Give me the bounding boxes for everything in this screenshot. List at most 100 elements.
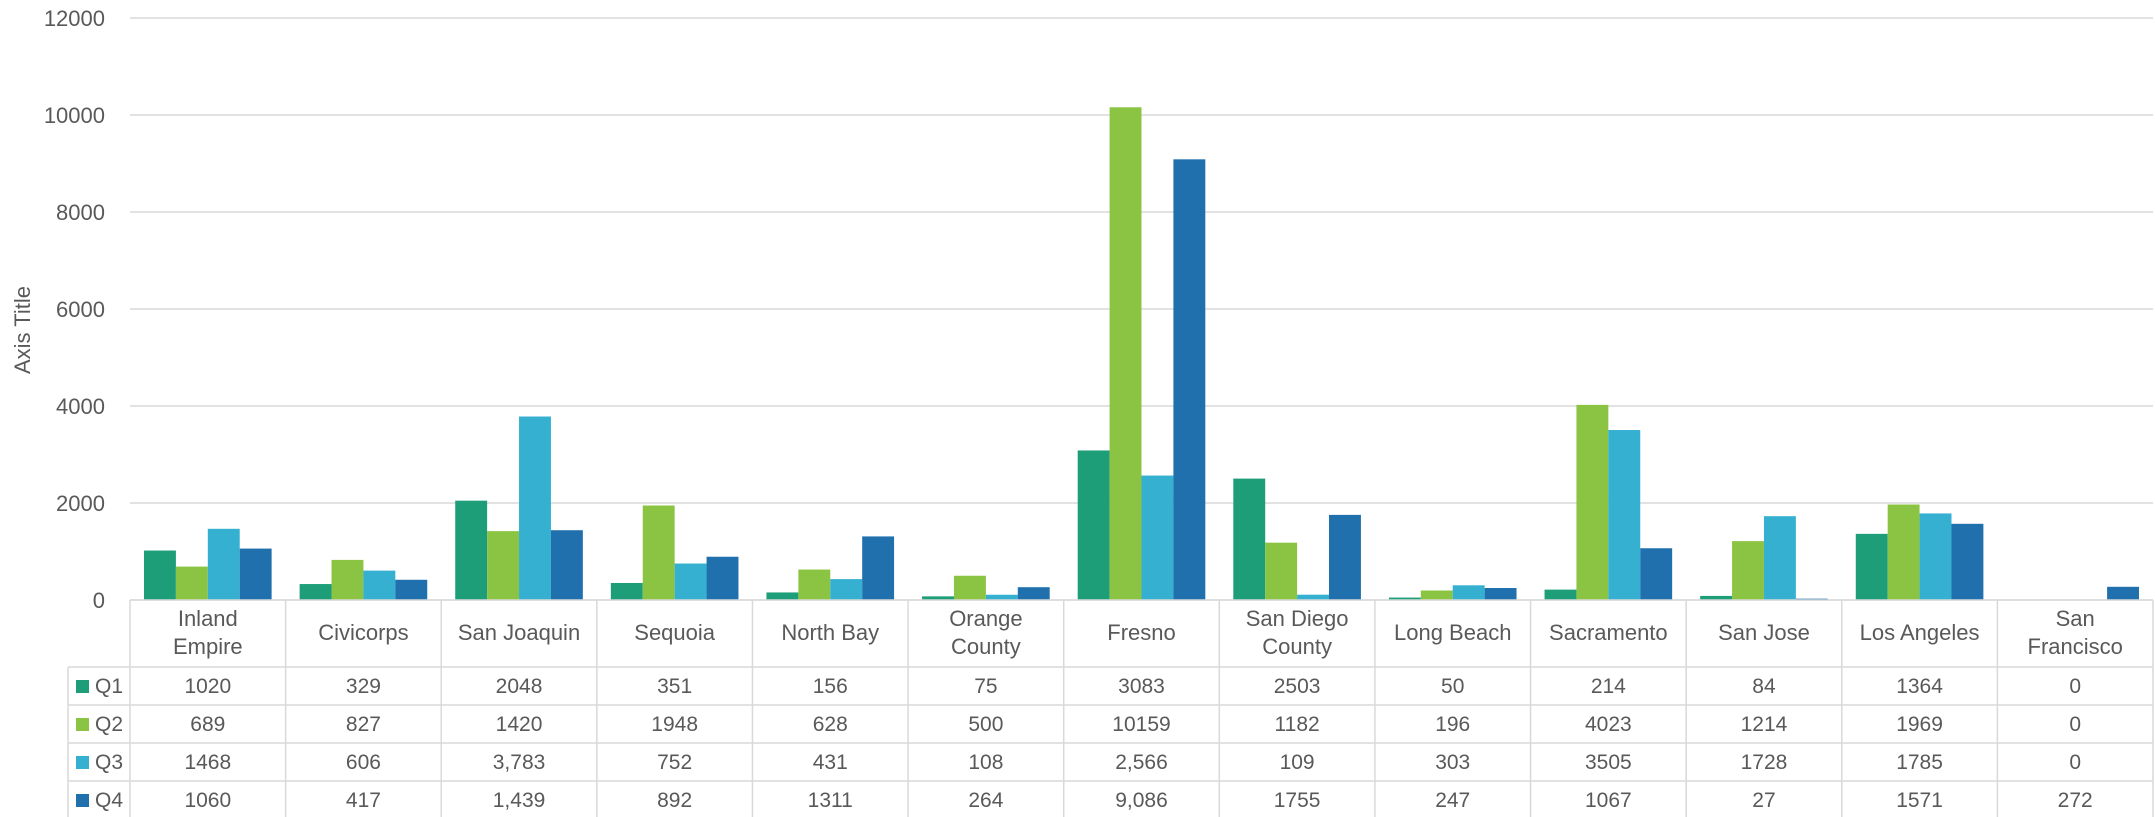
category-label: Sequoia <box>634 620 716 645</box>
category-label: Orange County <box>949 606 1022 659</box>
bar-q2 <box>1887 504 1920 600</box>
category-label-line: Inland <box>178 606 238 631</box>
data-label: 156 <box>813 675 848 698</box>
data-label: 431 <box>813 751 848 774</box>
legend-label-q1: Q1 <box>95 675 123 698</box>
y-tick-label: 8000 <box>56 200 105 225</box>
legend-swatch-q4 <box>76 794 89 807</box>
bar-q2 <box>1109 107 1142 600</box>
data-label: 1,439 <box>493 789 546 812</box>
bar-q1 <box>144 550 176 600</box>
data-label: 1067 <box>1585 789 1632 812</box>
data-label: 3505 <box>1585 751 1632 774</box>
bar-q2 <box>1576 404 1609 600</box>
data-label: 827 <box>346 713 381 736</box>
y-axis-title: Axis Title <box>10 286 35 374</box>
legend-swatch-q3 <box>76 756 89 769</box>
bar-q4 <box>1173 159 1206 601</box>
data-label: 108 <box>968 751 1003 774</box>
category-label-line: County <box>951 634 1021 659</box>
bar-q4 <box>1329 514 1361 600</box>
category-label: San Jose <box>1718 620 1810 645</box>
data-label: 752 <box>657 751 692 774</box>
data-label: 1020 <box>184 675 231 698</box>
y-tick-label: 0 <box>93 588 105 613</box>
bar-q3 <box>363 570 396 600</box>
data-label: 272 <box>2058 789 2093 812</box>
data-label: 2048 <box>496 675 543 698</box>
data-label: 689 <box>190 713 225 736</box>
bar-q4 <box>550 530 583 600</box>
bar-q3 <box>519 416 551 600</box>
bar-q3 <box>1608 430 1641 600</box>
data-label: 214 <box>1591 675 1626 698</box>
category-label: San Joaquin <box>458 620 580 645</box>
bar-q4 <box>706 556 739 600</box>
data-label: 3083 <box>1118 675 1165 698</box>
bar-q3 <box>1141 475 1174 600</box>
bar-q4 <box>2107 586 2139 600</box>
data-label: 0 <box>2069 751 2081 774</box>
data-label: 109 <box>1280 751 1315 774</box>
data-label: 2,566 <box>1115 751 1168 774</box>
data-label: 1311 <box>808 789 853 812</box>
category-label-line: Empire <box>173 634 243 659</box>
bar-q4 <box>239 548 272 600</box>
data-label: 0 <box>2069 713 2081 736</box>
category-label-line: Orange <box>949 606 1022 631</box>
category-label: Sacramento <box>1549 620 1668 645</box>
data-label: 351 <box>657 675 692 698</box>
data-label: 84 <box>1752 675 1776 698</box>
data-label: 500 <box>968 713 1003 736</box>
bar-q1 <box>1077 450 1110 600</box>
bar-q1 <box>1700 595 1733 600</box>
data-label: 1182 <box>1275 713 1320 736</box>
bar-q3 <box>207 528 240 600</box>
category-label-line: Francisco <box>2028 634 2123 659</box>
data-label: 50 <box>1441 675 1464 698</box>
bar-q1 <box>610 582 643 600</box>
category-label: North Bay <box>781 620 879 645</box>
bar-q3 <box>1452 585 1485 600</box>
bar-q4 <box>1951 523 1984 600</box>
y-tick-label: 2000 <box>56 491 105 516</box>
bar-q3 <box>1919 513 1952 600</box>
bar-q3 <box>674 563 707 600</box>
y-tick-label: 6000 <box>56 297 105 322</box>
data-label: 1969 <box>1896 713 1943 736</box>
data-label: 1060 <box>184 789 231 812</box>
data-table: Inland Empire Civicorps San Joaquin Sequoia N… <box>67 599 2154 817</box>
bar-q1 <box>1388 597 1421 600</box>
category-label-line: County <box>1262 634 1332 659</box>
data-label: 1948 <box>651 713 698 736</box>
category-label-line: San Diego <box>1246 606 1349 631</box>
bar-q1 <box>1233 478 1266 600</box>
category-label: San Francisco <box>2028 606 2123 659</box>
data-label: 1420 <box>496 713 543 736</box>
y-axis-ticks: 0 2000 4000 6000 8000 10000 12000 <box>44 6 105 613</box>
data-label: 0 <box>2069 675 2081 698</box>
data-label: 4023 <box>1585 713 1632 736</box>
bar-q1 <box>766 592 799 600</box>
bar-q4 <box>395 579 428 600</box>
data-label: 417 <box>346 789 381 812</box>
bar-q1 <box>1855 533 1888 600</box>
category-label: Fresno <box>1107 620 1175 645</box>
y-tick-label: 12000 <box>44 6 105 31</box>
bar-q2 <box>1265 542 1298 600</box>
data-label: 196 <box>1435 713 1470 736</box>
data-label: 264 <box>968 789 1003 812</box>
data-label: 75 <box>974 675 997 698</box>
category-label: San Diego County <box>1246 606 1349 659</box>
bar-q3 <box>830 579 863 600</box>
bar-q4 <box>1017 587 1050 600</box>
bar-q1 <box>922 596 954 600</box>
bar-q2 <box>1732 541 1764 600</box>
data-label: 10159 <box>1112 713 1170 736</box>
category-label: Los Angeles <box>1860 620 1980 645</box>
bar-q2 <box>798 569 831 600</box>
legend-label-q3: Q3 <box>95 751 123 774</box>
category-label: Civicorps <box>318 620 408 645</box>
